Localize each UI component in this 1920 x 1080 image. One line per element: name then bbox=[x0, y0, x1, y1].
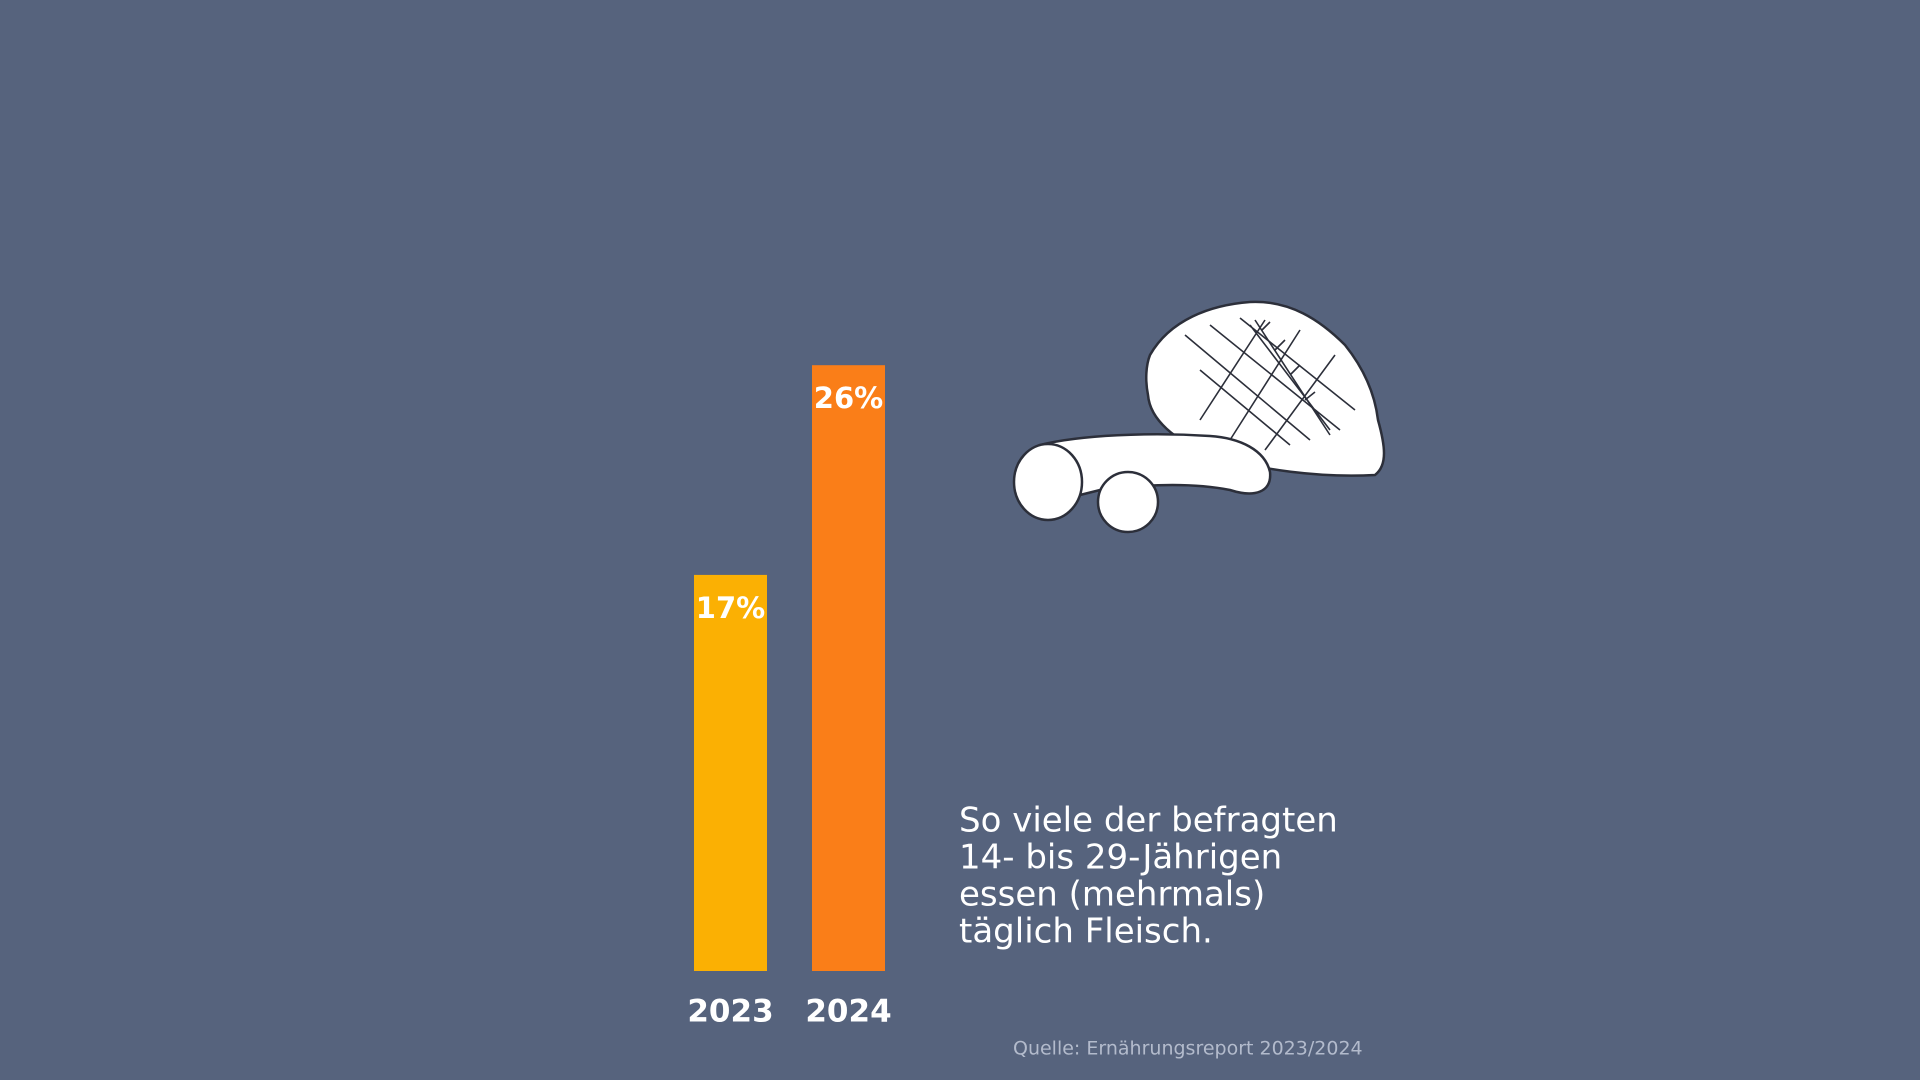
steak bbox=[1145, 300, 1386, 477]
value-label: 17% bbox=[696, 591, 765, 625]
bar bbox=[694, 574, 767, 971]
sausage-slice bbox=[1096, 470, 1160, 534]
meat-illustration bbox=[1012, 300, 1386, 534]
x-tick-label: 2024 bbox=[805, 994, 891, 1030]
steak-grill-marks bbox=[1184, 317, 1356, 451]
annotation-line: 14- bis 29-Jährigen bbox=[959, 838, 1282, 878]
sausage bbox=[1038, 433, 1272, 502]
annotation-line: essen (mehrmals) bbox=[959, 875, 1265, 915]
bar bbox=[812, 365, 885, 971]
source: Quelle: Ernährungsreport 2023/2024 bbox=[1013, 1038, 1363, 1060]
annotation-line: täglich Fleisch. bbox=[959, 912, 1213, 952]
value-label: 26% bbox=[814, 381, 883, 415]
sausage-end bbox=[1012, 442, 1084, 522]
rosemary bbox=[1254, 319, 1331, 436]
annotation-line: So viele der befragten bbox=[959, 801, 1338, 841]
x-tick-label: 2023 bbox=[687, 994, 773, 1030]
